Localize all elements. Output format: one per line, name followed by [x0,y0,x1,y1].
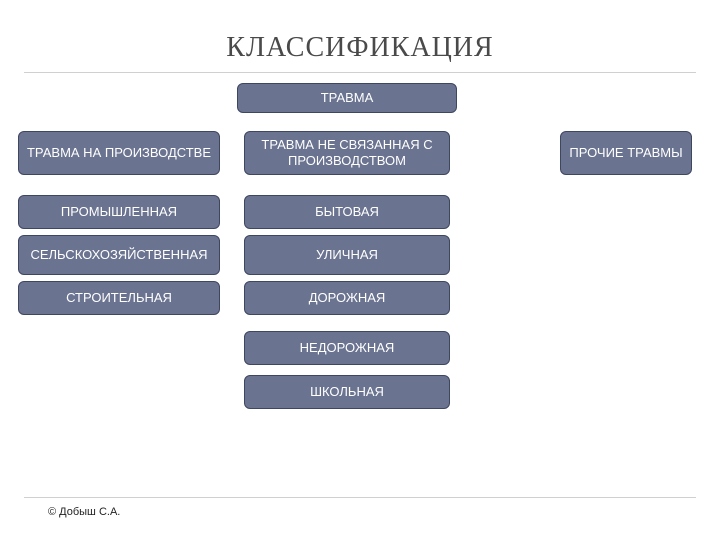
rule-bottom [24,497,696,498]
diagram-canvas: ТРАВМА ТРАВМА НА ПРОИЗВОДСТВЕ ТРАВМА НЕ СВ… [0,73,720,473]
node-c2-r2: УЛИЧНАЯ [244,235,450,275]
node-c2-r5: ШКОЛЬНАЯ [244,375,450,409]
copyright: © Добыш С.А. [48,506,120,518]
node-c1-r2: СЕЛЬСКОХОЗЯЙСТВЕННАЯ [18,235,220,275]
node-c2-r1: БЫТОВАЯ [244,195,450,229]
node-col1-head: ТРАВМА НА ПРОИЗВОДСТВЕ [18,131,220,175]
page-title: КЛАССИФИКАЦИЯ [0,0,720,72]
node-c1-r3: СТРОИТЕЛЬНАЯ [18,281,220,315]
node-c2-r4: НЕДОРОЖНАЯ [244,331,450,365]
node-root: ТРАВМА [237,83,457,113]
node-c2-r3: ДОРОЖНАЯ [244,281,450,315]
node-col2-head: ТРАВМА НЕ СВЯЗАННАЯ С ПРОИЗВОДСТВОМ [244,131,450,175]
node-c1-r1: ПРОМЫШЛЕННАЯ [18,195,220,229]
node-col3-head: ПРОЧИЕ ТРАВМЫ [560,131,692,175]
